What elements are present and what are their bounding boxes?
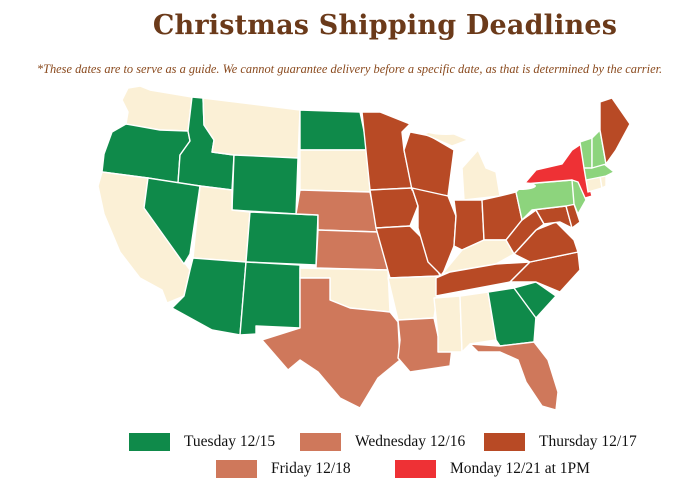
legend-item-tuesday: Tuesday 12/15 [129,431,275,453]
page-subtitle: *These dates are to serve as a guide. We… [36,62,663,76]
page-title: Christmas Shipping Deadlines [152,10,618,41]
state-fl [469,341,559,411]
state-ia [369,187,419,229]
state-me [599,97,631,165]
legend-label-thursday: Thursday 12/17 [539,433,637,450]
state-nv [143,177,201,265]
state-nd [299,109,369,151]
state-nj [571,179,587,215]
state-sc [513,281,557,319]
lake-michigan [453,156,463,200]
state-wy [231,154,299,215]
legend-swatch-monday [395,460,436,478]
legend-label-friday: Friday 12/18 [271,460,351,477]
state-al [459,291,497,353]
lake-superior [424,125,468,135]
state-la [397,317,453,373]
state-tx [261,277,401,409]
state-ar [387,275,441,321]
legend-item-monday: Monday 12/21 at 1PM [395,458,590,480]
legend-label-wednesday: Wednesday 12/16 [355,433,466,450]
state-ms [433,295,463,353]
state-wa [121,85,193,132]
legend-item-friday: Friday 12/18 [216,458,351,480]
legend-item-thursday: Thursday 12/17 [484,431,637,453]
state-ks [315,229,389,271]
legend-item-wednesday: Wednesday 12/16 [300,431,465,453]
state-co [245,211,319,266]
legend-swatch-thursday [484,433,525,451]
legend-swatch-wednesday [300,433,341,451]
lake-erie [504,182,536,190]
legend-label-tuesday: Tuesday 12/15 [184,433,276,450]
legend-label-monday: Monday 12/21 at 1PM [450,460,590,477]
state-mt [202,97,301,159]
legend-swatch-tuesday [129,433,170,451]
state-nm [239,261,301,336]
state-sd [299,149,371,193]
legend-swatch-friday [216,460,257,478]
state-mi [461,149,501,201]
